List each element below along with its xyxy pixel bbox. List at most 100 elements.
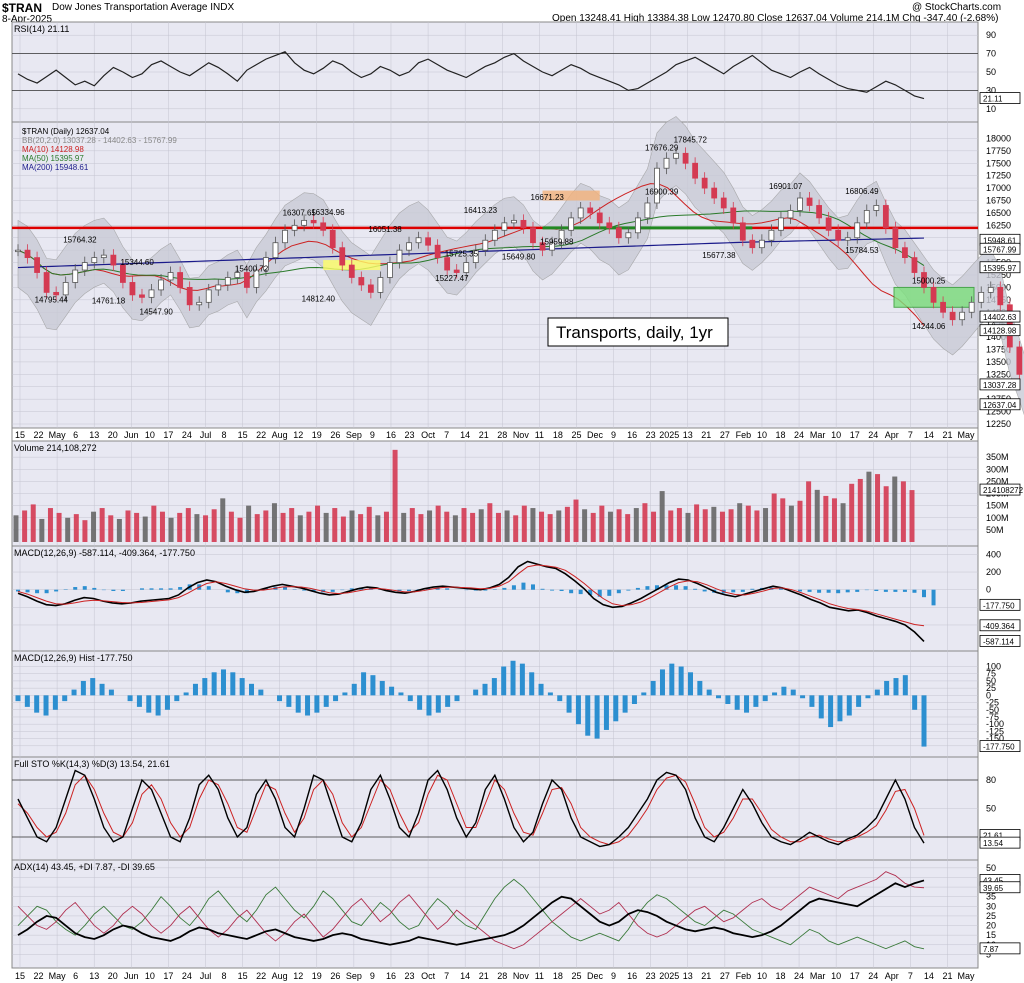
volume-bar bbox=[659, 491, 665, 542]
tick-vol-2: 250M bbox=[986, 476, 1009, 486]
candle-body bbox=[587, 207, 594, 214]
volume-bar bbox=[780, 498, 786, 542]
x-label-mid-2: May bbox=[49, 430, 67, 440]
hist-bar bbox=[146, 695, 152, 713]
hist-bar bbox=[884, 680, 890, 696]
tick-price-19: 13250 bbox=[986, 369, 1011, 379]
hist-bar bbox=[398, 692, 404, 696]
macd-hist-bar bbox=[578, 589, 583, 595]
hist-bar bbox=[99, 683, 105, 696]
tick-adx-5: 25 bbox=[986, 911, 996, 921]
candle-body bbox=[34, 257, 40, 273]
hist-bar bbox=[15, 695, 21, 702]
volume-bar bbox=[470, 512, 476, 542]
volume-bar bbox=[633, 508, 639, 542]
candle-body bbox=[291, 224, 298, 231]
price-legend-3: MA(50) 15395.97 bbox=[22, 154, 84, 163]
volume-bar bbox=[13, 515, 19, 542]
x-label-mid-34: 23 bbox=[646, 430, 656, 440]
macd-hist-bar bbox=[597, 589, 602, 597]
hist-title: MACD(12,26,9) Hist -177.750 bbox=[14, 653, 133, 663]
candle-body bbox=[243, 272, 250, 288]
volume-bar bbox=[108, 515, 114, 542]
candle-body bbox=[100, 254, 107, 259]
candle-body bbox=[730, 207, 737, 224]
panel-bg-6 bbox=[11, 859, 979, 969]
x-label-bot-35: 2025 bbox=[659, 971, 679, 981]
volume-bar bbox=[909, 490, 915, 542]
hist-bar bbox=[174, 695, 180, 702]
volume-bar bbox=[56, 512, 62, 542]
hist-bar bbox=[716, 695, 722, 699]
macd-hist-bar bbox=[54, 589, 59, 592]
volume-bar bbox=[228, 511, 234, 542]
volume-bar bbox=[246, 505, 252, 542]
volume-bar bbox=[73, 514, 79, 542]
x-label-bot-38: 27 bbox=[720, 971, 730, 981]
hist-bar bbox=[557, 695, 563, 702]
x-label-bot-5: 20 bbox=[108, 971, 118, 981]
candle-body bbox=[654, 167, 660, 204]
macd-hist-bar bbox=[511, 585, 516, 590]
hist-bar bbox=[575, 695, 581, 725]
plus-di-line bbox=[17, 878, 925, 950]
x-label-mid-26: 28 bbox=[497, 430, 507, 440]
x-label-bot-29: 18 bbox=[553, 971, 563, 981]
sto-k-line bbox=[17, 769, 925, 848]
price-right-6: 12637.04 bbox=[983, 401, 1017, 410]
hist-bar bbox=[547, 692, 553, 696]
adx-right-0: 43.45 bbox=[983, 876, 1004, 885]
tick-rsi-0: 90 bbox=[986, 30, 996, 40]
tick-price-17: 13750 bbox=[986, 345, 1011, 355]
volume-bar bbox=[676, 508, 682, 542]
macd-hist-bar bbox=[283, 587, 288, 590]
price-right-5: 13037.28 bbox=[983, 381, 1017, 390]
candle-body bbox=[129, 282, 136, 296]
tick-adx-6: 20 bbox=[986, 921, 996, 931]
candle-body bbox=[282, 229, 288, 244]
hist-right-0: -177.750 bbox=[983, 743, 1015, 752]
hist-bar bbox=[192, 683, 198, 696]
volume-bar bbox=[797, 500, 803, 542]
hist-bar bbox=[258, 689, 264, 696]
candle-body bbox=[253, 269, 260, 288]
candle-body bbox=[692, 162, 699, 179]
macd-hist-bar bbox=[82, 586, 87, 590]
macd-hist-bar bbox=[445, 588, 450, 590]
x-label-bot-13: 22 bbox=[256, 971, 266, 981]
candle-body bbox=[43, 272, 50, 293]
candle-body bbox=[186, 287, 193, 306]
volume-bar bbox=[306, 511, 312, 542]
candle-body bbox=[596, 212, 603, 224]
hist-bar bbox=[762, 695, 768, 702]
volume-bar bbox=[177, 512, 183, 542]
volume-bar bbox=[409, 508, 415, 542]
tick-price-16: 14000 bbox=[986, 332, 1011, 342]
tick-price-23: 12250 bbox=[986, 419, 1011, 429]
candle-body bbox=[530, 227, 536, 244]
x-label-bot-3: 6 bbox=[73, 971, 78, 981]
macd-hist-bar bbox=[397, 589, 402, 592]
hist-bar bbox=[585, 695, 591, 736]
tick-hist-3: 25 bbox=[986, 683, 996, 693]
x-label-mid-3: 6 bbox=[73, 430, 78, 440]
candle-body bbox=[263, 257, 269, 271]
price-right-1-box bbox=[979, 242, 1021, 255]
candle-body bbox=[415, 237, 422, 244]
candle-body bbox=[482, 239, 489, 251]
price-legend-0: $TRAN (Daily) 12637.04 bbox=[22, 127, 110, 136]
tick-adx-9: 5 bbox=[986, 949, 991, 959]
hist-bar bbox=[818, 695, 824, 719]
volume-bar bbox=[263, 510, 269, 542]
hist-bar bbox=[837, 695, 843, 722]
volume-bar bbox=[22, 510, 28, 542]
x-label-bot-32: 9 bbox=[611, 971, 616, 981]
volume-bar bbox=[254, 514, 260, 542]
price-annotation-7: 15400.72 bbox=[235, 265, 269, 274]
hist-bar bbox=[43, 695, 49, 716]
candle-body bbox=[863, 210, 870, 224]
x-label-mid-50: 21 bbox=[942, 430, 952, 440]
hist-bar bbox=[772, 692, 778, 696]
volume-bar bbox=[349, 510, 355, 542]
